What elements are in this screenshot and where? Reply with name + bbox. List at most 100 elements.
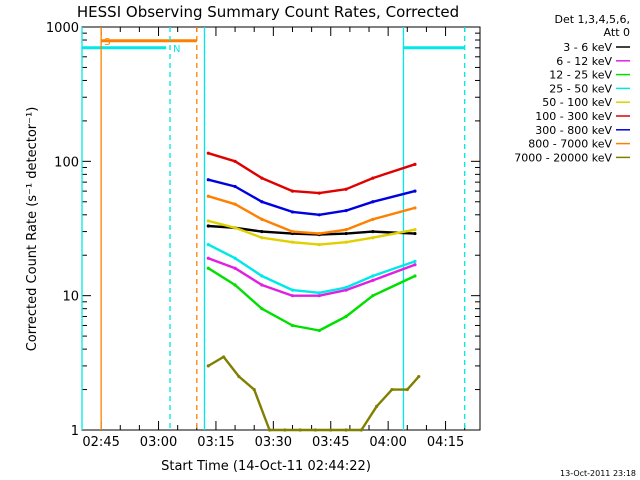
- data-point: [233, 226, 237, 230]
- data-point: [371, 176, 375, 180]
- overlay-label: N: [173, 44, 180, 55]
- data-point: [317, 213, 321, 217]
- x-tick-label: 03:00: [140, 435, 177, 450]
- legend-header-line: Det 1,3,4,5,6,: [554, 13, 630, 26]
- data-point: [290, 210, 295, 214]
- data-point: [371, 274, 375, 278]
- data-point: [344, 208, 348, 213]
- series-line: [207, 195, 416, 235]
- data-point: [290, 288, 295, 292]
- data-point: [206, 219, 210, 223]
- data-point: [206, 178, 210, 182]
- data-point: [413, 162, 417, 166]
- data-point: [344, 428, 348, 432]
- timestamp: 13-Oct-2011 23:18: [560, 469, 636, 478]
- data-point: [233, 184, 237, 189]
- data-point: [371, 229, 375, 234]
- y-tick-label: 1000: [46, 21, 79, 36]
- data-point: [252, 387, 256, 392]
- data-point: [290, 240, 295, 244]
- data-point: [344, 314, 348, 319]
- legend-label: 50 - 100 keV: [542, 96, 612, 109]
- data-point: [260, 274, 264, 278]
- data-point: [290, 229, 295, 234]
- series-line: [207, 243, 416, 294]
- data-point: [329, 428, 333, 432]
- data-point: [371, 217, 375, 221]
- legend-label: 25 - 50 keV: [549, 82, 612, 95]
- data-point: [206, 364, 210, 368]
- data-point: [260, 217, 264, 221]
- y-tick-label: 100: [54, 155, 79, 170]
- x-tick-label: 03:15: [197, 435, 234, 450]
- series-line: [208, 178, 416, 217]
- series-line: [207, 355, 420, 432]
- data-point: [260, 229, 264, 234]
- data-point: [405, 387, 409, 392]
- legend-label: 7000 - 20000 keV: [514, 151, 612, 164]
- x-tick-label: 03:30: [255, 435, 292, 450]
- chart-title: HESSI Observing Summary Count Rates, Cor…: [77, 3, 459, 21]
- data-point: [206, 151, 210, 155]
- data-point: [290, 189, 295, 193]
- data-point: [413, 206, 417, 210]
- data-point: [413, 231, 417, 236]
- data-point: [298, 428, 302, 432]
- y-tick-label: 1: [71, 424, 79, 439]
- plot-frame: [81, 26, 481, 431]
- data-point: [344, 240, 348, 244]
- data-point: [344, 231, 348, 236]
- data-point: [206, 194, 210, 198]
- legend-label: 100 - 300 keV: [535, 110, 612, 123]
- data-point: [233, 256, 237, 260]
- data-point: [260, 236, 264, 240]
- data-point: [371, 200, 375, 204]
- series-line: [207, 257, 416, 297]
- data-point: [344, 288, 348, 292]
- data-point: [417, 374, 421, 379]
- data-point: [371, 236, 375, 240]
- data-point: [267, 428, 272, 432]
- legend-label: 6 - 12 keV: [556, 55, 612, 68]
- data-point: [413, 259, 417, 263]
- data-point: [260, 176, 264, 180]
- x-tick-label: 02:45: [82, 435, 119, 450]
- data-point: [206, 224, 210, 228]
- data-point: [317, 291, 321, 295]
- data-point: [290, 323, 295, 328]
- data-point: [375, 404, 379, 408]
- data-point: [233, 266, 237, 270]
- data-point: [233, 283, 237, 287]
- series-line: [208, 219, 416, 246]
- data-point: [317, 191, 321, 195]
- legend-label: 800 - 7000 keV: [528, 138, 612, 151]
- data-point: [344, 228, 348, 232]
- data-point: [221, 355, 226, 359]
- data-point: [344, 285, 348, 290]
- data-point: [313, 428, 318, 432]
- data-point: [371, 294, 375, 298]
- x-axis-label: Start Time (14-Oct-11 02:44:22): [161, 459, 371, 474]
- data-point: [260, 283, 264, 287]
- data-point: [344, 187, 348, 191]
- data-point: [233, 159, 237, 163]
- legend: Det 1,3,4,5,6, Att 0: [554, 13, 630, 39]
- data-point: [206, 256, 210, 260]
- x-tick-label: 04:15: [427, 435, 464, 450]
- data-point: [317, 242, 321, 247]
- data-point: [390, 387, 394, 392]
- y-tick-label: 10: [62, 290, 79, 305]
- data-point: [317, 328, 321, 333]
- data-point: [413, 274, 417, 278]
- data-point: [317, 294, 321, 298]
- data-point: [233, 202, 237, 206]
- data-point: [317, 231, 321, 236]
- legend-header-line: Att 0: [604, 26, 630, 39]
- overlay-label: S: [104, 37, 110, 48]
- legend-label: 300 - 800 keV: [535, 124, 612, 137]
- y-axis-label: Corrected Count Rate (s⁻¹ detector⁻¹): [25, 107, 40, 352]
- data-point: [371, 278, 375, 282]
- data-point: [260, 200, 264, 204]
